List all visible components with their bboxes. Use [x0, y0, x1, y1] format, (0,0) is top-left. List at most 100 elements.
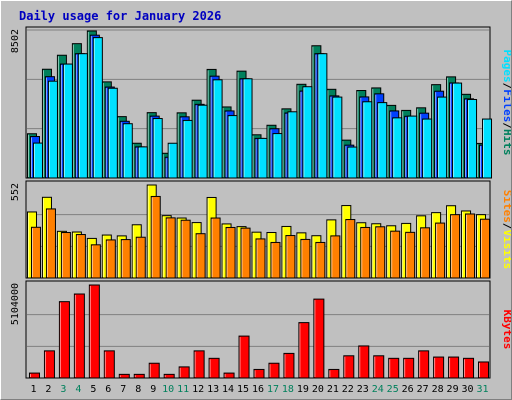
legend-separator: / — [501, 83, 511, 90]
bar-sites-day-1 — [30, 226, 41, 279]
bar-pages-day-26 — [407, 115, 418, 179]
bar-sites-day-20 — [315, 241, 326, 279]
bar-sites-day-5 — [90, 244, 101, 279]
ymax-label-kbytes: 5104000 — [10, 283, 21, 325]
bar-pages-day-2 — [47, 80, 58, 179]
bar-pages-day-17 — [272, 133, 283, 179]
x-tick-day-30: 30 — [462, 384, 474, 395]
bar-sites-day-14 — [225, 226, 236, 279]
bar-kbytes-day-16 — [253, 368, 265, 379]
bar-kbytes-day-21 — [328, 368, 340, 379]
bar-sites-day-27 — [420, 227, 431, 279]
bar-pages-day-14 — [227, 115, 238, 179]
bar-sites-day-11 — [180, 219, 191, 279]
bar-kbytes-day-3 — [58, 301, 70, 379]
bar-sites-day-4 — [75, 234, 86, 279]
bar-pages-day-25 — [392, 117, 403, 179]
x-tick-day-15: 15 — [237, 384, 249, 395]
x-tick-day-6: 6 — [105, 384, 111, 395]
bar-kbytes-day-18 — [283, 352, 295, 379]
x-tick-day-14: 14 — [222, 384, 234, 395]
bar-sites-day-12 — [195, 233, 206, 279]
bar-pages-day-1 — [32, 142, 43, 179]
bar-kbytes-day-1 — [28, 372, 40, 379]
bar-pages-day-6 — [107, 87, 118, 179]
bar-pages-day-7 — [122, 123, 133, 179]
legend-separator: / — [501, 223, 511, 230]
bar-kbytes-day-2 — [43, 350, 55, 379]
bar-pages-day-22 — [347, 146, 358, 179]
bar-sites-day-26 — [405, 231, 416, 279]
bar-pages-day-12 — [197, 104, 208, 179]
chart-title: Daily usage for January 2026 — [19, 9, 222, 23]
x-tick-day-20: 20 — [312, 384, 324, 395]
x-tick-day-21: 21 — [327, 384, 339, 395]
bar-kbytes-day-5 — [88, 284, 100, 379]
x-tick-day-22: 22 — [342, 384, 354, 395]
bar-sites-day-15 — [240, 227, 251, 279]
x-tick-day-7: 7 — [120, 384, 126, 395]
x-tick-day-18: 18 — [282, 384, 294, 395]
x-tick-day-13: 13 — [207, 384, 219, 395]
bar-pages-day-29 — [452, 82, 463, 179]
bar-kbytes-day-30 — [463, 357, 475, 379]
bar-pages-day-30 — [467, 99, 478, 179]
x-tick-day-17: 17 — [267, 384, 279, 395]
bar-kbytes-day-20 — [313, 298, 325, 379]
bar-sites-day-21 — [330, 235, 341, 279]
bar-sites-day-9 — [150, 195, 161, 279]
bar-kbytes-day-31 — [478, 361, 490, 379]
bar-kbytes-day-8 — [133, 373, 145, 379]
x-tick-day-29: 29 — [447, 384, 459, 395]
bar-pages-day-5 — [92, 37, 103, 179]
bar-sites-day-30 — [465, 213, 476, 279]
ymax-label-hits-files-pages: 8502 — [10, 29, 21, 53]
x-tick-day-3: 3 — [60, 384, 66, 395]
bar-pages-day-19 — [302, 86, 313, 179]
bar-pages-day-9 — [152, 118, 163, 179]
ymax-label-visits-sites: 552 — [10, 183, 21, 201]
x-tick-day-19: 19 — [297, 384, 309, 395]
legend-entry-hits: Hits — [501, 129, 511, 156]
bar-kbytes-day-12 — [193, 350, 205, 379]
bar-kbytes-day-25 — [388, 357, 400, 379]
bar-pages-day-4 — [77, 53, 88, 179]
bar-sites-day-25 — [390, 230, 401, 279]
x-tick-day-28: 28 — [432, 384, 444, 395]
x-tick-day-11: 11 — [177, 384, 189, 395]
bar-sites-day-22 — [345, 219, 356, 279]
x-tick-day-12: 12 — [192, 384, 204, 395]
bar-sites-day-16 — [255, 238, 266, 279]
x-tick-day-24: 24 — [372, 384, 384, 395]
bar-pages-day-15 — [242, 78, 253, 179]
x-tick-day-26: 26 — [402, 384, 414, 395]
bar-pages-day-21 — [332, 96, 343, 179]
bar-kbytes-day-13 — [208, 357, 220, 379]
bar-pages-day-31 — [482, 118, 493, 179]
bar-sites-day-6 — [105, 239, 116, 279]
bar-pages-day-10 — [167, 142, 178, 179]
bar-sites-day-31 — [480, 218, 491, 279]
bar-pages-day-27 — [422, 118, 433, 179]
legend-entry-kbytes: KBytes — [501, 310, 511, 350]
bar-kbytes-day-28 — [433, 356, 445, 379]
bar-kbytes-day-9 — [148, 362, 160, 379]
bar-sites-day-3 — [60, 232, 71, 279]
x-tick-day-4: 4 — [75, 384, 81, 395]
legend-hits-files-pages: Pages/Files/Hits — [501, 50, 511, 156]
bar-kbytes-day-4 — [73, 293, 85, 379]
bar-kbytes-day-19 — [298, 322, 310, 379]
x-tick-day-31: 31 — [476, 384, 488, 395]
bar-sites-day-19 — [300, 238, 311, 279]
x-tick-day-5: 5 — [90, 384, 96, 395]
x-tick-day-16: 16 — [252, 384, 264, 395]
legend-entry-visits: Visits — [501, 230, 511, 270]
bar-kbytes-day-26 — [403, 357, 415, 379]
x-tick-day-10: 10 — [162, 384, 174, 395]
bar-kbytes-day-6 — [103, 350, 115, 379]
bar-sites-day-18 — [285, 235, 296, 279]
bar-kbytes-day-10 — [163, 373, 175, 379]
bar-kbytes-day-11 — [178, 366, 190, 379]
